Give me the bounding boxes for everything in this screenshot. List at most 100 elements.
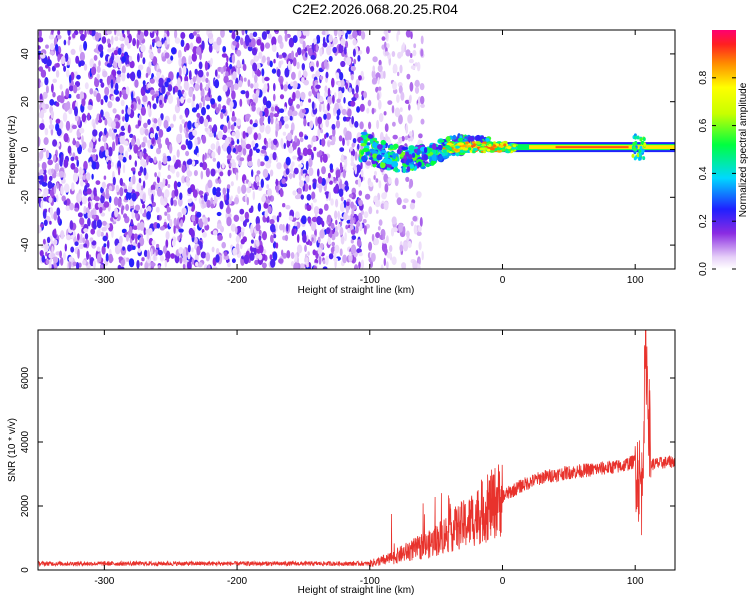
spectrogram-cell — [350, 229, 356, 235]
spectrogram-cell — [306, 204, 312, 211]
spectrogram-cell — [49, 51, 55, 55]
spectrogram-cell — [103, 201, 110, 208]
spectrogram-cell — [164, 259, 167, 268]
spectrogram-cell — [216, 36, 222, 46]
snr-y-label: SNR (10 * v/v) — [7, 418, 18, 482]
spectrogram-cell — [270, 116, 274, 125]
spectrogram-cell — [323, 113, 327, 120]
spectrogram-cell — [143, 122, 148, 129]
spectrogram-cell — [158, 142, 162, 149]
spectrogram-cell — [406, 73, 411, 80]
spectrogram-cell — [384, 183, 389, 193]
spectrogram-cell — [354, 121, 359, 128]
spectrogram-cell — [251, 104, 256, 112]
spectrogram-cell — [357, 177, 362, 188]
spectrogram-cell — [351, 97, 357, 102]
spectrogram-cell — [72, 137, 76, 146]
spectrogram-cell — [159, 226, 166, 231]
spectrogram-cell — [308, 167, 314, 177]
spectrogram-cell — [93, 54, 98, 61]
spectrogram-cell — [322, 102, 325, 113]
spectrogram-cell — [313, 146, 317, 152]
spectrogram-cell — [445, 136, 451, 142]
spectrogram-cell — [266, 82, 270, 93]
spectrogram-cell — [55, 62, 60, 68]
spectrogram-cell — [383, 201, 389, 211]
spectrogram-cell — [320, 122, 323, 129]
spectrogram-cell — [49, 99, 55, 106]
spectrogram-cell — [409, 136, 414, 142]
spectrogram-cell — [260, 149, 267, 154]
spectrogram-cell — [96, 219, 103, 229]
spectrogram-cell — [315, 84, 321, 90]
spectrogram-cell — [334, 210, 338, 220]
spectrogram-cell — [283, 84, 288, 92]
spectrogram-cell — [291, 71, 296, 80]
spectrogram-cell — [154, 132, 158, 141]
spectrogram-cell — [253, 181, 257, 188]
spectrogram-cell — [241, 30, 245, 36]
spectrogram-cell — [251, 38, 256, 48]
spectrogram-cell — [205, 167, 210, 178]
spectrogram-cell — [229, 232, 232, 239]
spectrogram-cell — [100, 264, 104, 269]
spectrogram-cell — [113, 196, 119, 206]
spectrogram-cell — [377, 77, 380, 85]
spectrogram-cell — [40, 69, 47, 78]
spectrogram-cell — [142, 193, 146, 202]
spectrogram-cell — [187, 198, 192, 204]
spectrogram-cell — [178, 67, 182, 77]
spectrogram-cell — [201, 134, 206, 144]
spectrogram-cell — [350, 100, 356, 107]
spectrogram-cell — [247, 99, 250, 105]
spectrogram-cell — [287, 60, 291, 71]
x-tick-label: 100 — [627, 275, 644, 286]
spectrogram-cell — [205, 77, 209, 83]
spectrogram-cell — [112, 108, 117, 114]
spectrogram-cell — [279, 223, 284, 231]
spectrogram-cell — [131, 233, 135, 241]
spectrogram-cell — [310, 221, 317, 232]
spectrogram-cell — [161, 85, 166, 94]
spectrogram-cell — [65, 205, 71, 211]
spectrogram-cell — [278, 211, 282, 218]
spectrogram-cell — [177, 89, 182, 97]
spectrogram-cell — [77, 233, 80, 241]
spectrogram-cell — [50, 128, 54, 136]
spectrogram-cell — [319, 75, 324, 80]
spectrogram-cell — [371, 252, 376, 262]
spectrogram-cell — [297, 147, 301, 157]
spectrogram-cell — [119, 266, 125, 269]
spectrogram-cell — [265, 125, 271, 135]
spectrogram-cell — [113, 128, 117, 133]
spectrogram-cell — [86, 250, 89, 260]
spectrogram-cell — [65, 88, 70, 98]
spectrogram-cell — [80, 33, 86, 42]
spectrogram-cell — [226, 184, 231, 189]
spectrogram-cell — [79, 217, 85, 226]
y-tick-label: 0 — [20, 567, 31, 573]
spectrogram-cell — [418, 241, 422, 251]
spectrogram-cell — [392, 63, 398, 74]
spectrogram-cell — [128, 154, 132, 160]
spectrogram-cell — [405, 30, 412, 38]
spectrogram-cell — [145, 72, 149, 78]
spectrogram-cell — [143, 227, 147, 236]
spectrogram-cell — [341, 154, 344, 162]
spectrogram-cell — [199, 162, 204, 168]
spectrogram-cell — [52, 256, 59, 264]
spectrogram-cell — [51, 253, 56, 258]
spectrogram-cell — [263, 137, 267, 145]
spectrogram-cell — [79, 51, 85, 62]
spectrogram-cell — [302, 30, 308, 36]
spectrogram-cell — [48, 66, 51, 72]
spectrogram-cell — [144, 262, 149, 269]
spectrogram-cell — [254, 259, 259, 265]
spectrogram-cell — [140, 159, 146, 166]
spectrogram-cell — [102, 70, 108, 78]
spectrogram-cell — [87, 147, 93, 153]
spectrogram-cell — [311, 237, 314, 242]
spectrogram-cell — [49, 118, 53, 125]
spectrogram-cell — [246, 196, 249, 206]
spectrogram-cell — [295, 52, 299, 58]
